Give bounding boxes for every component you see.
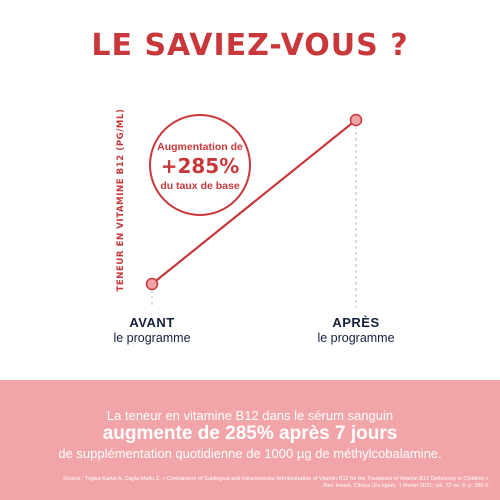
- x-tick-label-avant: AVANT le programme: [72, 315, 232, 345]
- data-point-avant: [145, 277, 159, 291]
- page-title: LE SAVIEZ-VOUS ?: [91, 28, 409, 63]
- annotation-badge: Augmentation de +285% du taux de base: [149, 114, 251, 216]
- panel-text-line1: La teneur en vitamine B12 dans le sérum …: [106, 408, 394, 423]
- info-panel: [0, 380, 500, 500]
- category-sublabel: le programme: [317, 331, 395, 345]
- x-tick-label-apres: APRÈS le programme: [276, 315, 436, 345]
- panel-highlight: augmente de 285% après 7 jours: [102, 423, 398, 444]
- source-citation: Source : Tugba-Kartal A, Cagla-Mutlu Z. …: [63, 476, 490, 489]
- annotation-value: +285%: [161, 154, 240, 178]
- panel-text-line3: de supplémentation quotidienne de 1000 µ…: [58, 446, 442, 461]
- annotation-line1: Augmentation de: [157, 141, 243, 153]
- category-sublabel: le programme: [113, 331, 191, 345]
- category-label: AVANT: [129, 315, 175, 330]
- data-point-apres: [349, 113, 363, 127]
- category-label: APRÈS: [332, 315, 380, 330]
- series-line: [151, 119, 357, 285]
- line-chart: Augmentation de +285% du taux de base TE…: [116, 109, 363, 308]
- y-axis-label: TENEUR EN VITAMINE B12 (PG/ML): [116, 109, 126, 292]
- annotation-line3: du taux de base: [160, 180, 240, 192]
